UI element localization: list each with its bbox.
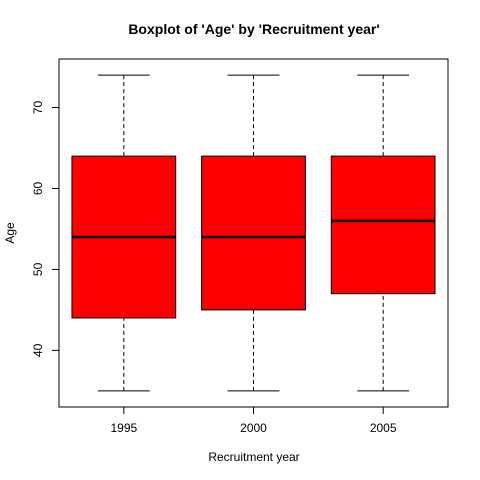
box-group-1995 (71, 74, 177, 392)
box-group-2000 (201, 74, 306, 392)
box-2005 (330, 155, 436, 295)
y-tick-label-60: 60 (31, 181, 45, 195)
chart-title: Boxplot of 'Age' by 'Recruitment year' (128, 21, 379, 37)
y-tick-label-50: 50 (31, 262, 45, 276)
y-tick-label-70: 70 (31, 101, 45, 115)
boxes-layer (71, 74, 436, 392)
x-tick-label-1995: 1995 (110, 421, 137, 435)
box-group-2005 (330, 74, 436, 392)
y-tick-label-40: 40 (31, 343, 45, 357)
x-tick-label-2005: 2005 (370, 421, 397, 435)
x-axis-label: Recruitment year (208, 450, 299, 464)
y-axis: 40 50 60 70 (31, 101, 60, 357)
box-2000 (201, 155, 306, 311)
y-axis-label: Age (3, 222, 17, 244)
x-axis: 1995 2000 2005 (110, 406, 397, 435)
x-tick-label-2000: 2000 (240, 421, 267, 435)
